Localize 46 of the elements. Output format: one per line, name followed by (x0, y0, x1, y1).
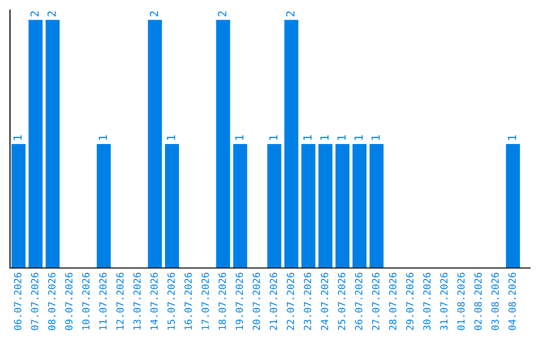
data-label: 1 (320, 135, 329, 140)
data-label: 1 (14, 135, 22, 140)
data-label: 2 (218, 11, 226, 16)
data-label: 2 (286, 11, 294, 16)
x-tick-label: 20.07.2026 (252, 272, 260, 330)
data-label: 1 (98, 135, 107, 140)
x-tick-label: 19.07.2026 (236, 272, 244, 330)
x-tick-label: 13.07.2026 (133, 272, 141, 330)
x-tick-label: 01.08.2026 (457, 272, 465, 330)
data-label: 1 (269, 135, 278, 140)
data-label: 1 (166, 135, 176, 140)
x-tick-label: 24.07.2026 (320, 272, 328, 330)
x-tick-label: 17.07.2026 (202, 272, 209, 330)
x-tick-label: 14.07.2026 (150, 272, 158, 330)
x-tick-label: 30.07.2026 (423, 272, 431, 330)
data-label: 1 (372, 135, 380, 140)
x-tick-label: 28.07.2026 (389, 272, 396, 330)
data-label: 1 (303, 135, 312, 140)
x-tick-label: 06.07.2026 (14, 272, 22, 330)
data-label: 2 (30, 11, 39, 16)
x-tick-label: 31.07.2026 (440, 272, 448, 330)
x-tick-label: 11.07.2026 (99, 272, 107, 330)
data-label: 1 (337, 135, 346, 140)
x-tick-label: 27.07.2026 (372, 272, 380, 330)
x-tick-label: 18.07.2026 (218, 272, 226, 330)
x-tick-label: 25.07.2026 (338, 272, 346, 330)
x-tick-label: 04.08.2026 (508, 272, 516, 330)
x-tick-label: 08.07.2026 (48, 272, 56, 330)
data-label: 1 (354, 135, 363, 140)
data-label: 1 (508, 135, 516, 140)
x-tick-label: 10.07.2026 (82, 272, 90, 330)
x-tick-label: 03.08.2026 (491, 272, 499, 330)
data-label: 1 (235, 135, 244, 140)
x-tick-label: 21.07.2026 (270, 272, 278, 330)
x-tick-label: 07.07.2026 (31, 272, 38, 330)
x-tick-label: 26.07.2026 (355, 272, 362, 330)
x-tick-label: 02.08.2026 (474, 272, 482, 330)
data-label: 2 (47, 11, 56, 16)
x-tick-label: 09.07.2026 (65, 272, 73, 330)
x-tick-label: 16.07.2026 (184, 272, 192, 330)
data-label: 2 (150, 11, 158, 16)
x-tick-label: 29.07.2026 (406, 272, 414, 330)
x-tick-label: 12.07.2026 (116, 272, 124, 330)
x-tick-label: 23.07.2026 (304, 272, 312, 330)
x-tick-label: 22.07.2026 (286, 272, 294, 330)
x-tick-label: 15.07.2026 (167, 272, 175, 330)
